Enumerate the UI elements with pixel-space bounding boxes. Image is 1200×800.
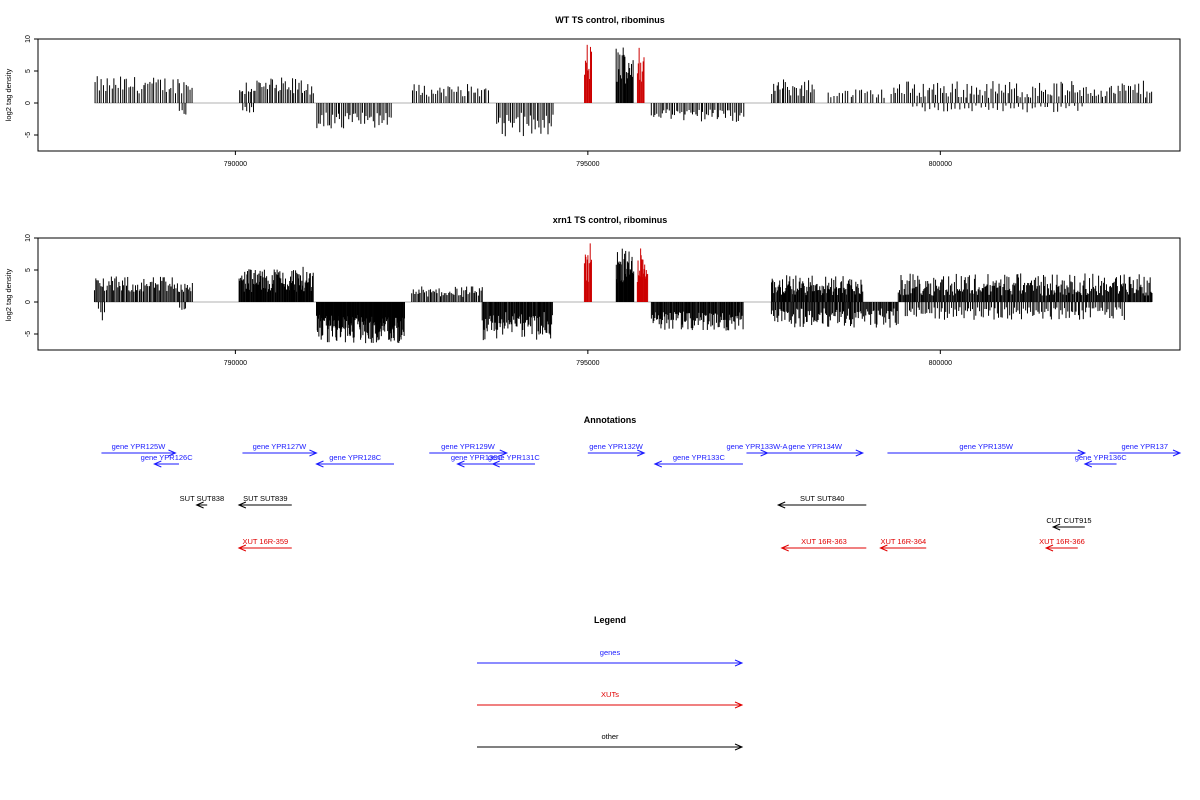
arrow-head [879, 544, 888, 552]
y-tick-label: 5 [25, 268, 32, 272]
feature-label: gene YPR129W [441, 442, 496, 451]
x-tick-label: 795000 [576, 360, 599, 367]
y-tick-label: -5 [25, 331, 32, 337]
arrow-head [499, 449, 509, 457]
bars-xrn1 [93, 243, 1153, 344]
bars-wt [94, 44, 1153, 137]
arrow-head [1044, 544, 1054, 552]
arrow-head [309, 449, 318, 457]
arrow-head [1083, 460, 1093, 468]
arrow-head [237, 501, 247, 509]
feature-label: gene YPR133C [673, 453, 726, 462]
plot-frame-xrn1 [37, 237, 1181, 351]
y-axis-label-xrn1: log2 tag density [4, 268, 13, 321]
feature-label: gene YPR126C [141, 453, 194, 462]
feature-label: gene YPR130C [451, 453, 504, 462]
feature-label: gene YPR125W [112, 442, 167, 451]
panel-title-xrn1: xrn1 TS control, ribominus [553, 215, 668, 225]
x-tick-label: 800000 [929, 161, 952, 168]
legend-arrow-head [734, 659, 744, 667]
y-tick-label: 10 [25, 234, 32, 242]
legend-title: Legend [594, 615, 626, 625]
annotations-title: Annotations [584, 415, 637, 425]
feature-label: CUT CUT915 [1046, 516, 1091, 525]
plot-frame-wt [37, 38, 1181, 152]
x-tick-label: 800000 [929, 360, 952, 367]
arrow-head [456, 460, 465, 468]
legend: Legend genes XUTs other [477, 615, 744, 751]
arrow-head [153, 460, 162, 468]
legend-arrow-head [734, 701, 744, 709]
x-tick-label: 795000 [576, 161, 599, 168]
feature-label: gene YPR133W-A [727, 442, 788, 451]
y-axis-label-wt: log2 tag density [4, 68, 13, 121]
feature-label: XUT 16R-366 [1039, 537, 1085, 546]
arrow-head [855, 449, 865, 457]
arrow-head [491, 460, 500, 468]
feature-label: gene YPR137 [1121, 442, 1168, 451]
xrn1-coverage-panel: xrn1 TS control, ribominus log2 tag dens… [4, 215, 1181, 367]
y-tick-label: 0 [25, 101, 32, 105]
arrow-head [1077, 449, 1087, 457]
wt-coverage-panel: WT TS control, ribominus log2 tag densit… [4, 15, 1181, 168]
feature-label: gene YPR128C [329, 453, 382, 462]
arrow-head [776, 501, 786, 509]
arrow-head [168, 449, 177, 457]
y-tick-label: 0 [25, 300, 32, 304]
arrow-head [315, 460, 324, 468]
axes-xrn1: -5 0 5 10 790000 795000 800000 [25, 234, 952, 367]
y-tick-label: -5 [25, 132, 32, 138]
arrow-head [1051, 523, 1061, 531]
arrow-head [780, 544, 789, 552]
arrow-head [653, 460, 663, 468]
feature-label: XUT 16R-363 [801, 537, 847, 546]
legend-label: other [601, 732, 619, 741]
arrow-head [237, 544, 247, 552]
panel-title-wt: WT TS control, ribominus [555, 15, 665, 25]
feature-label: gene YPR131C [488, 453, 541, 462]
x-tick-label: 790000 [224, 161, 247, 168]
y-tick-label: 5 [25, 69, 32, 73]
legend-label: genes [600, 648, 621, 657]
feature-label: gene YPR134W [788, 442, 843, 451]
feature-label: gene YPR132W [589, 442, 644, 451]
axes-wt: -5 0 5 10 790000 795000 800000 [25, 35, 952, 168]
legend-arrow-head [734, 743, 744, 751]
arrow-head [195, 501, 204, 509]
feature-label: SUT SUT838 [180, 494, 224, 503]
feature-label: SUT SUT839 [243, 494, 287, 503]
feature-arrows: gene YPR125W gene YPR126C gene YPR127W gene… [101, 442, 1182, 552]
feature-label: gene YPR136C [1075, 453, 1128, 462]
feature-label: SUT SUT840 [800, 494, 844, 503]
x-tick-label: 790000 [224, 360, 247, 367]
feature-label: gene YPR127W [253, 442, 308, 451]
feature-label: XUT 16R-359 [242, 537, 288, 546]
arrow-head [1172, 449, 1182, 457]
arrow-head [637, 449, 646, 457]
feature-label: gene YPR135W [959, 442, 1014, 451]
y-tick-label: 10 [25, 35, 32, 43]
feature-label: XUT 16R-364 [880, 537, 926, 546]
legend-items: genes XUTs other [477, 648, 744, 751]
legend-label: XUTs [601, 690, 619, 699]
